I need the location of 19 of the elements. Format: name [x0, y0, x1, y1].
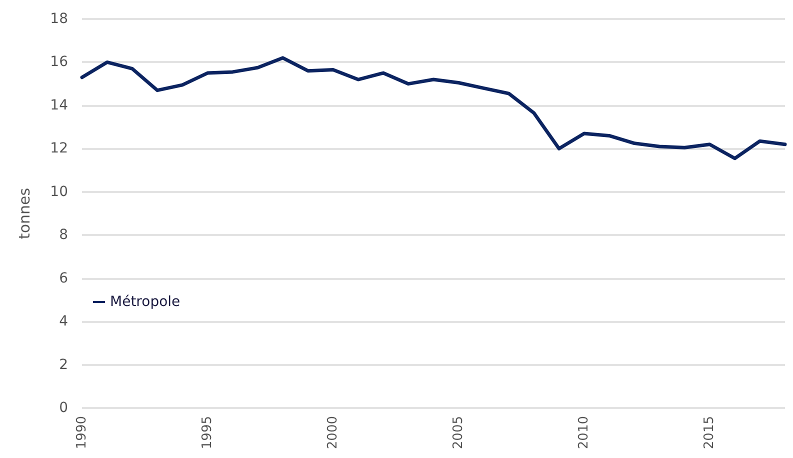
y-axis-title: tonnes	[16, 188, 34, 240]
line-series	[80, 56, 787, 160]
y-tick-label: 18	[50, 11, 68, 27]
y-tick-label: 16	[50, 54, 68, 70]
x-tick-label: 2015	[702, 416, 718, 450]
x-tick-label: 1990	[74, 416, 90, 450]
x-tick-label: 2000	[326, 416, 341, 450]
y-tick-label: 0	[59, 400, 68, 416]
legend-label: Métropole	[110, 294, 180, 310]
x-tick-label: 1995	[200, 416, 216, 450]
y-tick-label: 2	[59, 356, 68, 373]
y-tick-label: 6	[59, 270, 68, 286]
y-tick-label: 4	[59, 314, 68, 330]
x-tick-label: 2010	[576, 416, 592, 450]
y-tick-label: 10	[50, 184, 68, 200]
y-tick-label: 14	[50, 97, 68, 114]
y-tick-label: 12	[50, 140, 68, 157]
x-tick-label: 2005	[451, 416, 466, 450]
y-tick-label: 8	[59, 227, 68, 244]
